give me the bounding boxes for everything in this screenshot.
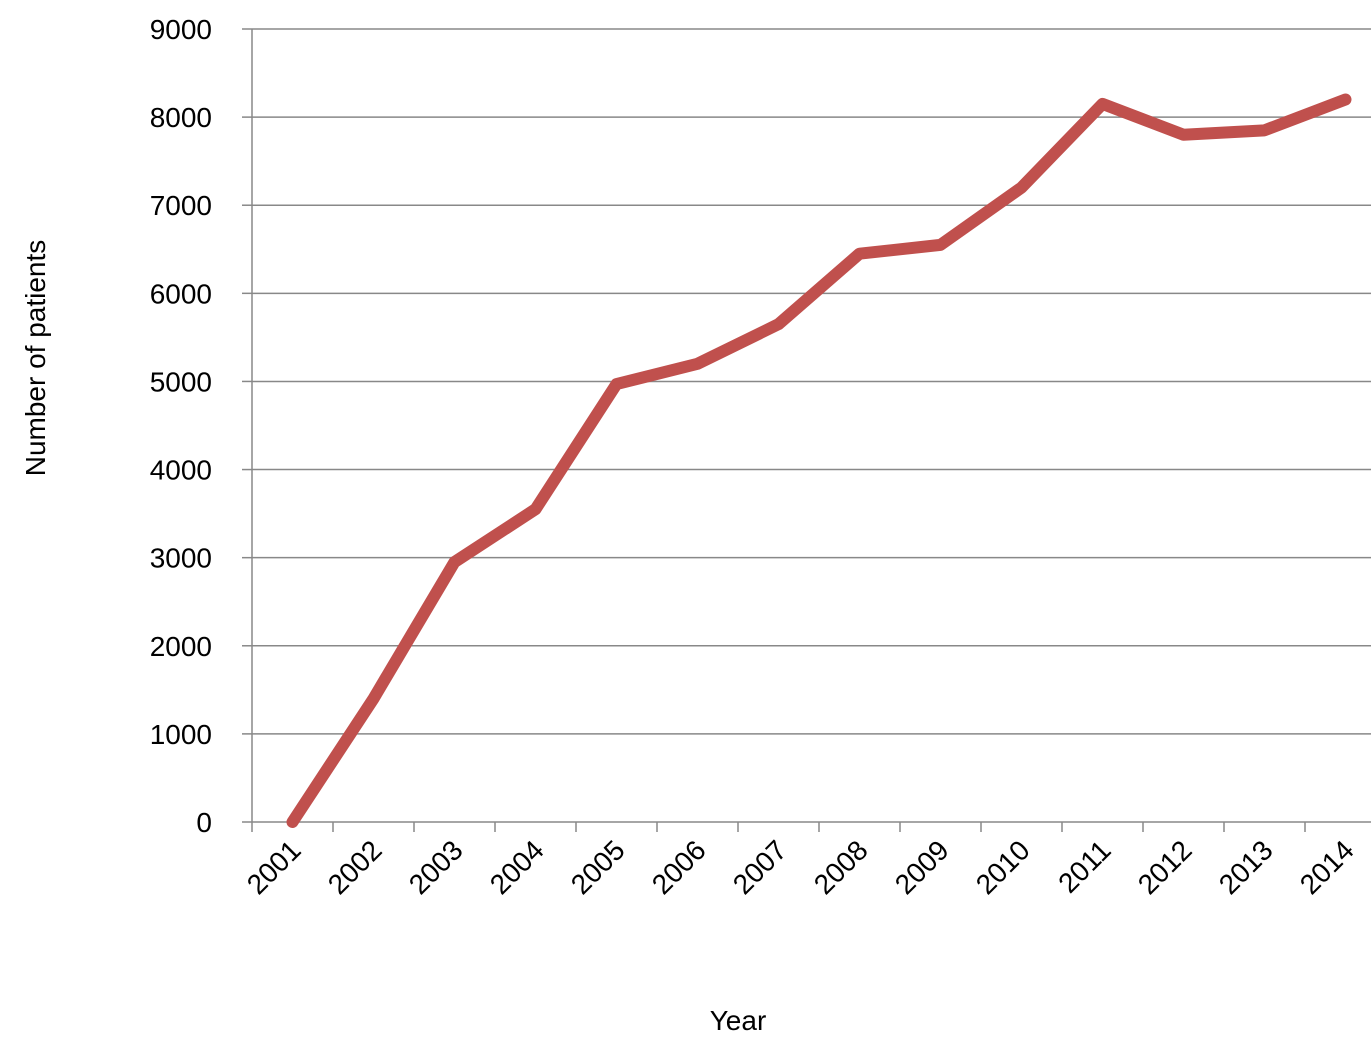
x-tick-label: 2003 [403, 834, 469, 900]
x-tick-label: 2006 [646, 834, 712, 900]
y-tick-label: 0 [196, 807, 212, 838]
x-tick-label: 2010 [970, 834, 1036, 900]
y-tick-label: 7000 [150, 190, 212, 221]
x-tick-label: 2007 [727, 834, 793, 900]
x-tick-label: 2004 [484, 834, 550, 900]
x-tick-label: 2014 [1294, 834, 1360, 900]
x-tick-label: 2011 [1052, 834, 1117, 899]
x-tick-label: 2001 [241, 834, 307, 900]
y-tick-label: 6000 [150, 278, 212, 309]
x-tick-label: 2009 [889, 834, 955, 900]
x-tick-label: 2008 [808, 834, 874, 900]
x-tick-label: 2005 [565, 834, 631, 900]
data-line [286, 93, 1352, 828]
y-axis-label: Number of patients [20, 240, 51, 477]
y-tick-label: 9000 [150, 14, 212, 45]
y-tick-label: 1000 [150, 719, 212, 750]
y-tick-label: 8000 [150, 102, 212, 133]
y-tick-label: 4000 [150, 455, 212, 486]
x-axis-label: Year [710, 1005, 767, 1036]
y-tick-label: 2000 [150, 631, 212, 662]
x-tick-label: 2012 [1132, 834, 1198, 900]
y-tick-label: 5000 [150, 366, 212, 397]
x-tick-label: 2002 [322, 834, 388, 900]
y-tick-label: 3000 [150, 543, 212, 574]
x-tick-label: 2013 [1213, 834, 1279, 900]
